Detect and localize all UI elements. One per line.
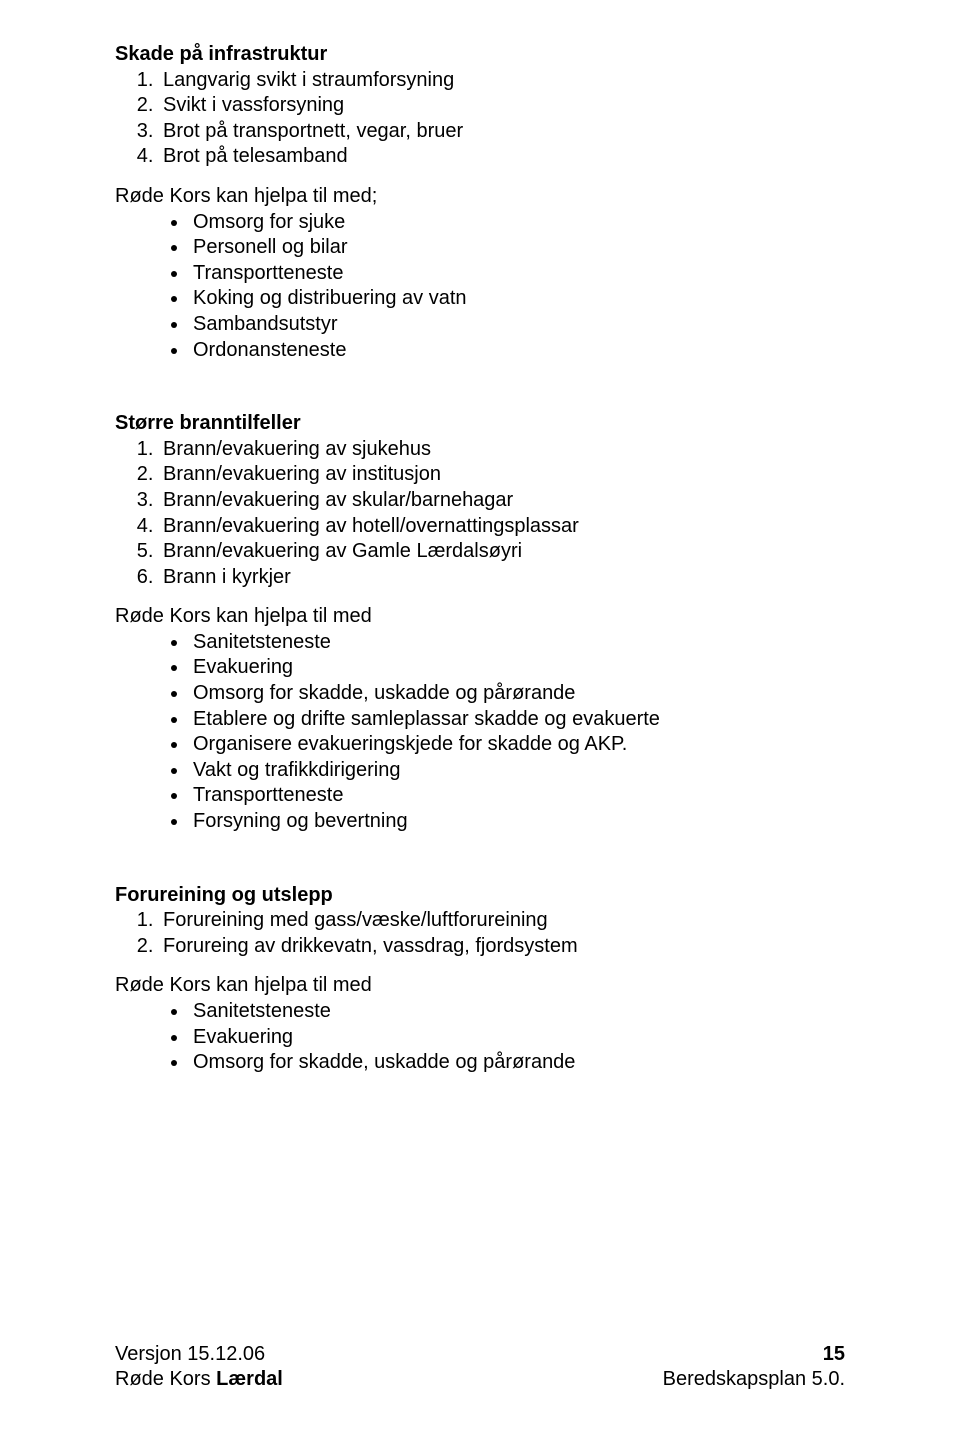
footer-org-bold: Lærdal [216, 1368, 283, 1390]
list-item: Koking og distribuering av vatn [189, 286, 845, 312]
list-item: Transportteneste [189, 783, 845, 809]
section-title-forureining: Forureining og utslepp [115, 883, 845, 909]
footer-right: 15 Beredskapsplan 5.0. [663, 1342, 845, 1393]
footer-page-number: 15 [663, 1342, 845, 1368]
section-title-infrastruktur: Skade på infrastruktur [115, 42, 845, 68]
bullet-list-infrastruktur: Omsorg for sjuke Personell og bilar Tran… [115, 210, 845, 364]
list-item: Evakuering [189, 1025, 845, 1051]
list-item: Brann/evakuering av Gamle Lærdalsøyri [159, 539, 845, 565]
list-item: Evakuering [189, 655, 845, 681]
list-item: Sanitetsteneste [189, 999, 845, 1025]
list-item: Langvarig svikt i straumforsyning [159, 68, 845, 94]
page-footer: Versjon 15.12.06 Røde Kors Lærdal 15 Ber… [115, 1342, 845, 1393]
footer-left: Versjon 15.12.06 Røde Kors Lærdal [115, 1342, 283, 1393]
list-item: Forureing av drikkevatn, vassdrag, fjord… [159, 934, 845, 960]
document-page: Skade på infrastruktur Langvarig svikt i… [0, 0, 960, 1076]
lead-text-infrastruktur: Røde Kors kan hjelpa til med; [115, 184, 845, 210]
bullet-list-brann: Sanitetsteneste Evakuering Omsorg for sk… [115, 630, 845, 835]
list-item: Personell og bilar [189, 235, 845, 261]
section-title-brann: Større branntilfeller [115, 411, 845, 437]
list-item: Brann i kyrkjer [159, 565, 845, 591]
list-item: Ordonansteneste [189, 338, 845, 364]
list-item: Brot på transportnett, vegar, bruer [159, 119, 845, 145]
list-item: Forureining med gass/væske/luftforureini… [159, 908, 845, 934]
list-item: Sanitetsteneste [189, 630, 845, 656]
footer-org: Røde Kors Lærdal [115, 1367, 283, 1393]
list-item: Organisere evakueringskjede for skadde o… [189, 732, 845, 758]
footer-org-prefix: Røde Kors [115, 1368, 216, 1390]
numbered-list-forureining: Forureining med gass/væske/luftforureini… [115, 908, 845, 959]
list-item: Vakt og trafikkdirigering [189, 758, 845, 784]
list-item: Brot på telesamband [159, 144, 845, 170]
footer-plan: Beredskapsplan 5.0. [663, 1367, 845, 1393]
lead-text-brann: Røde Kors kan hjelpa til med [115, 604, 845, 630]
list-item: Brann/evakuering av sjukehus [159, 437, 845, 463]
numbered-list-infrastruktur: Langvarig svikt i straumforsyning Svikt … [115, 68, 845, 170]
list-item: Omsorg for skadde, uskadde og pårørande [189, 1050, 845, 1076]
list-item: Brann/evakuering av institusjon [159, 462, 845, 488]
list-item: Svikt i vassforsyning [159, 93, 845, 119]
list-item: Omsorg for sjuke [189, 210, 845, 236]
lead-text-forureining: Røde Kors kan hjelpa til med [115, 973, 845, 999]
list-item: Etablere og drifte samleplassar skadde o… [189, 707, 845, 733]
list-item: Brann/evakuering av skular/barnehagar [159, 488, 845, 514]
list-item: Transportteneste [189, 261, 845, 287]
list-item: Sambandsutstyr [189, 312, 845, 338]
list-item: Forsyning og bevertning [189, 809, 845, 835]
footer-version: Versjon 15.12.06 [115, 1342, 283, 1368]
bullet-list-forureining: Sanitetsteneste Evakuering Omsorg for sk… [115, 999, 845, 1076]
list-item: Brann/evakuering av hotell/overnattingsp… [159, 514, 845, 540]
list-item: Omsorg for skadde, uskadde og pårørande [189, 681, 845, 707]
numbered-list-brann: Brann/evakuering av sjukehus Brann/evaku… [115, 437, 845, 591]
